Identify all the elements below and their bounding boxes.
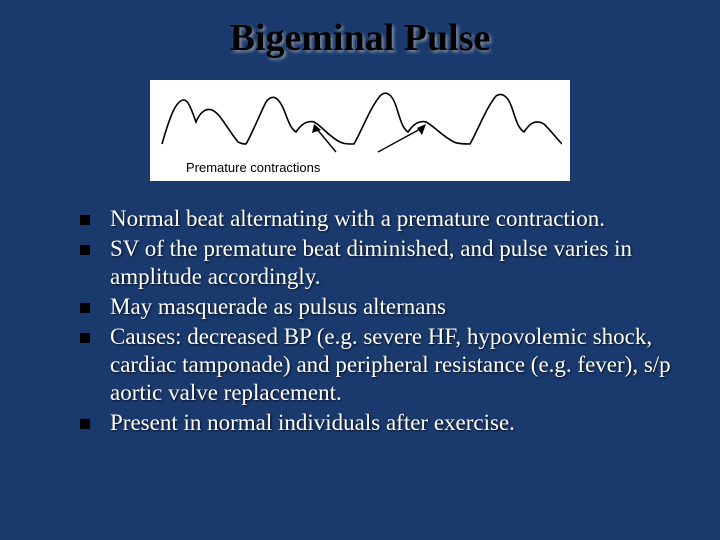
bullet-text: Causes: decreased BP (e.g. severe HF, hy…	[110, 323, 680, 407]
list-item: Normal beat alternating with a premature…	[80, 205, 680, 233]
bullet-text: Present in normal individuals after exer…	[110, 409, 515, 437]
list-item: SV of the premature beat diminished, and…	[80, 235, 680, 291]
bullet-icon	[80, 245, 90, 255]
bullet-icon	[80, 303, 90, 313]
bullet-text: May masquerade as pulsus alternans	[110, 293, 446, 321]
bullet-icon	[80, 333, 90, 343]
slide-title: Bigeminal Pulse	[0, 0, 720, 60]
pulse-diagram: Premature contractions	[150, 80, 570, 181]
bullet-icon	[80, 215, 90, 225]
list-item: May masquerade as pulsus alternans	[80, 293, 680, 321]
bullet-list: Normal beat alternating with a premature…	[0, 191, 720, 437]
waveform-path	[162, 93, 562, 144]
bullet-text: Normal beat alternating with a premature…	[110, 205, 605, 233]
bullet-text: SV of the premature beat diminished, and…	[110, 235, 680, 291]
list-item: Present in normal individuals after exer…	[80, 409, 680, 437]
waveform-svg	[158, 86, 562, 158]
bullet-icon	[80, 419, 90, 429]
list-item: Causes: decreased BP (e.g. severe HF, hy…	[80, 323, 680, 407]
arrow-2	[378, 124, 426, 152]
diagram-label: Premature contractions	[158, 158, 562, 177]
